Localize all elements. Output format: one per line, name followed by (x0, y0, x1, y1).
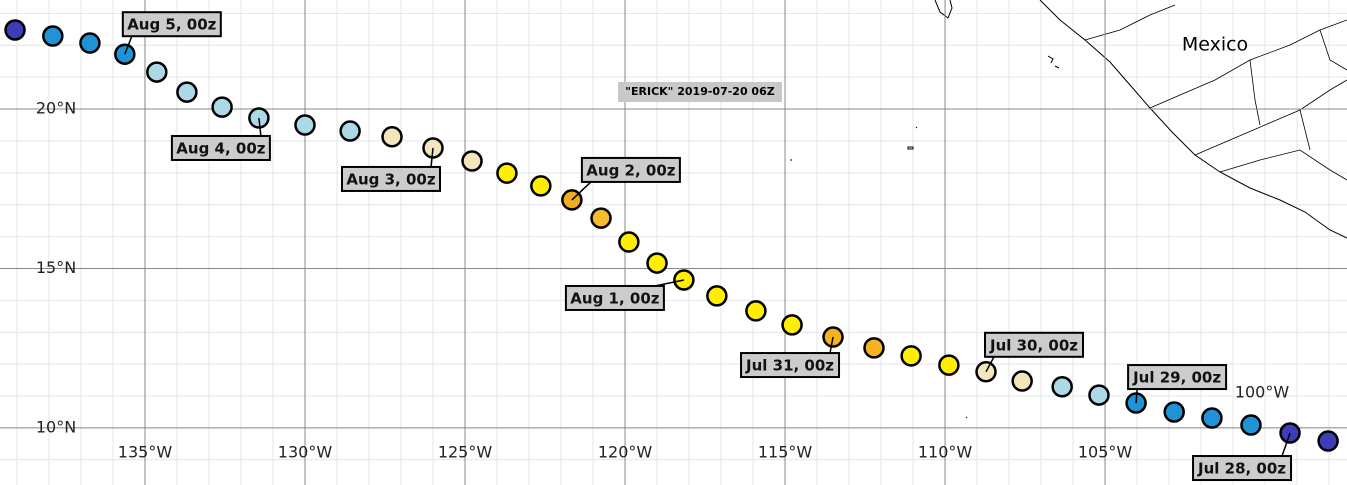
label-box (121, 11, 222, 38)
labels: Aug 5, 00z Aug 4, 00z Aug 3, 00z Aug 2, 00z… (121, 11, 1293, 482)
border (1084, 4, 1347, 181)
track-point (530, 175, 552, 197)
track-point (1163, 401, 1185, 423)
track-point (1201, 407, 1223, 429)
x-tick-label: 120°W (598, 443, 653, 462)
track-point (496, 162, 518, 184)
coast (934, 0, 953, 19)
track-point (146, 61, 168, 83)
y-tick-label: 20°N (36, 99, 76, 118)
track-point (646, 252, 668, 274)
leader-line (124, 35, 133, 55)
leader-line (1135, 388, 1138, 404)
track (4, 19, 1339, 452)
track-point (781, 314, 803, 336)
label-box (340, 165, 441, 192)
y-tick-label: 15°N (36, 258, 76, 277)
coast (1039, 0, 1347, 239)
leader-line (985, 356, 995, 373)
label-box (984, 331, 1085, 358)
label-box (740, 352, 841, 379)
track-point (42, 25, 64, 47)
label-box (170, 134, 271, 161)
track-point (900, 345, 922, 367)
label-box (1127, 364, 1228, 391)
date-label: Jul 30, 00z (989, 336, 1078, 354)
y-tick-label: 10°N (36, 417, 76, 436)
map-title: "ERICK" 2019-07-20 06Z (625, 85, 774, 98)
extra-label: 100°W (1235, 383, 1290, 402)
date-label: Aug 5, 00z (127, 16, 216, 34)
x-tick-label: 105°W (1078, 443, 1133, 462)
track-point (863, 337, 885, 359)
x-tick-label: 110°W (918, 443, 973, 462)
coastline (790, 0, 1347, 419)
track-point (176, 81, 198, 103)
track-point (590, 207, 612, 229)
track-point (339, 120, 361, 142)
track-point (4, 19, 26, 41)
x-tick-label: 135°W (118, 443, 173, 462)
track-point (1317, 430, 1339, 452)
track-point (1051, 376, 1073, 398)
track-point (381, 126, 403, 148)
date-label: Jul 31, 00z (745, 357, 834, 375)
leader-line (1281, 432, 1291, 457)
track-point (461, 150, 483, 172)
date-label: Aug 2, 00z (586, 161, 675, 179)
island (790, 126, 968, 419)
track-point (79, 32, 101, 54)
track-point (211, 96, 233, 118)
label-box (564, 284, 665, 311)
track-point (618, 231, 640, 253)
title-box (618, 82, 782, 102)
date-label: Aug 4, 00z (176, 139, 265, 157)
label-box (1192, 455, 1293, 482)
date-label: Jul 28, 00z (1197, 460, 1286, 478)
leader-line (571, 181, 592, 201)
leader-line (829, 336, 834, 354)
track-point (294, 114, 316, 136)
track-point (1011, 370, 1033, 392)
track-point (1240, 414, 1262, 436)
x-tick-label: 125°W (438, 443, 493, 462)
island (1047, 55, 1060, 69)
x-tick-label: 115°W (758, 443, 813, 462)
track-point (706, 285, 728, 307)
x-tick-label: 130°W (278, 443, 333, 462)
place-label: Mexico (1182, 34, 1248, 56)
track-point (1088, 384, 1110, 406)
track-point (745, 300, 767, 322)
track-point (938, 354, 960, 376)
date-label: Aug 3, 00z (346, 170, 435, 188)
date-label: Aug 1, 00z (570, 289, 659, 307)
leader-line (430, 147, 434, 168)
label-box (580, 156, 681, 183)
leader-line (258, 117, 262, 137)
date-label: Jul 29, 00z (1132, 369, 1221, 387)
